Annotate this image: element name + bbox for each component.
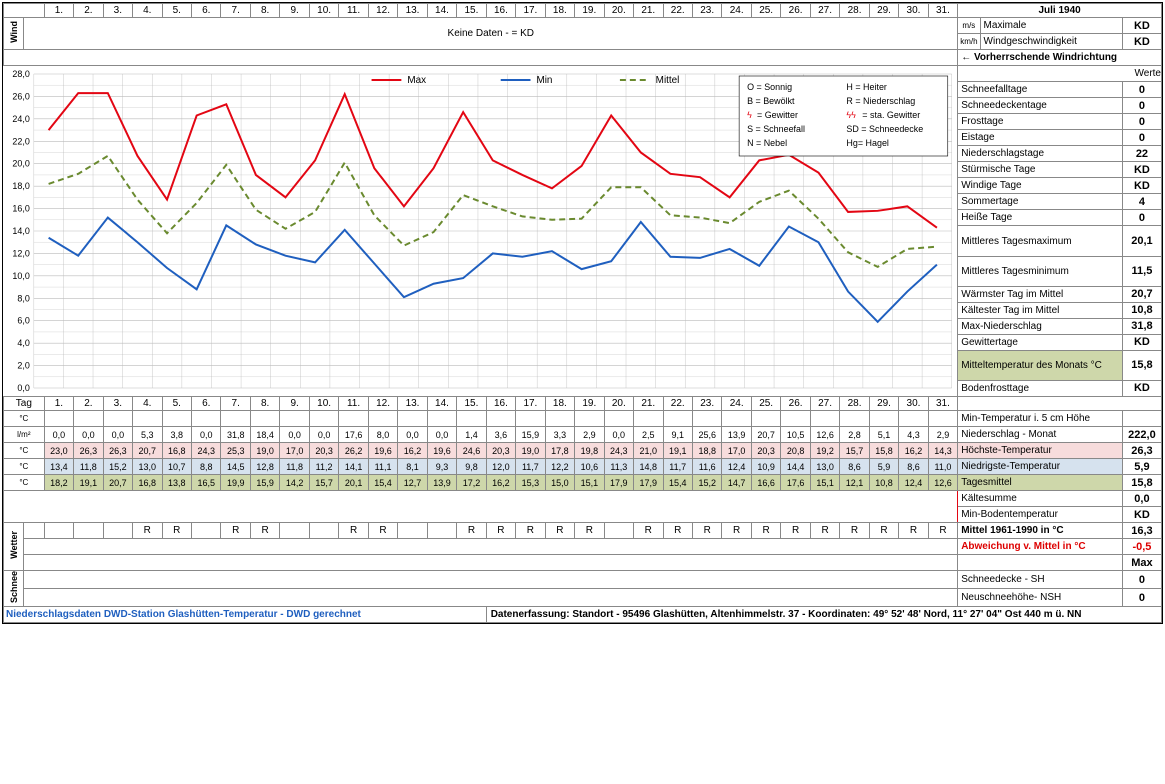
svg-text:SD = Schneedecke: SD = Schneedecke — [846, 124, 923, 134]
svg-text:= sta. Gewitter: = sta. Gewitter — [862, 110, 920, 120]
svg-text:S = Schneefall: S = Schneefall — [747, 124, 805, 134]
side-stat-label: Sommertage — [958, 194, 1123, 210]
wind-val-2: KD — [1122, 34, 1161, 50]
wind-dir-label: ← Vorherrschende Windrichtung — [958, 50, 1162, 66]
side-stat-val: 0 — [1122, 130, 1161, 146]
side-stat-val: 20,1 — [1122, 226, 1161, 256]
side-stat-label: Schneedeckentage — [958, 98, 1123, 114]
side-stat-val: 0 — [1122, 114, 1161, 130]
side-stat-val: 4 — [1122, 194, 1161, 210]
svg-text:8,0: 8,0 — [17, 293, 29, 303]
svg-text:R = Niederschlag: R = Niederschlag — [846, 96, 915, 106]
svg-text:H = Heiter: H = Heiter — [846, 82, 887, 92]
footer-row: Niederschlagsdaten DWD-Station Glashütte… — [4, 607, 1162, 623]
svg-text:Hg= Hagel: Hg= Hagel — [846, 138, 888, 148]
svg-text:Max: Max — [407, 75, 426, 86]
svg-text:2,0: 2,0 — [17, 361, 29, 371]
svg-text:N = Nebel: N = Nebel — [747, 138, 787, 148]
svg-text:24,0: 24,0 — [12, 114, 29, 124]
weather-sheet: 1.2.3.4.5.6.7.8.9.10.11.12.13.14.15.16.1… — [2, 2, 1163, 624]
wetter-r-row: Wetter RRRRRRRRRRRRRRRRRRRRRR Mittel 196… — [4, 523, 1162, 539]
svg-text:26,0: 26,0 — [12, 91, 29, 101]
side-stat-val: 31,8 — [1122, 318, 1161, 334]
wetter-vlabel: Wetter — [9, 531, 19, 559]
side-stat-val: 22 — [1122, 146, 1161, 162]
chart-row: 0,02,04,06,08,010,012,014,016,018,020,02… — [4, 66, 1162, 82]
data-row-niedrig: °C13,411,815,213,010,78,814,512,811,811,… — [4, 459, 1162, 475]
svg-text:14,0: 14,0 — [12, 226, 29, 236]
svg-text:16,0: 16,0 — [12, 204, 29, 214]
side-stat-label: Bodenfrosttage — [958, 380, 1123, 396]
svg-text:Min: Min — [536, 75, 552, 86]
wind-label-1: Maximale — [980, 18, 1122, 34]
svg-text:= Gewitter: = Gewitter — [757, 110, 798, 120]
side-stat-label: Max-Niederschlag — [958, 318, 1123, 334]
side-stat-label: Niederschlagstage — [958, 146, 1123, 162]
svg-text:22,0: 22,0 — [12, 136, 29, 146]
svg-text:28,0: 28,0 — [12, 69, 29, 79]
svg-text:O = Sonnig: O = Sonnig — [747, 82, 792, 92]
side-stat-val: 0 — [1122, 98, 1161, 114]
side-stat-label: Werte — [958, 66, 1162, 82]
tag-label: Tag — [4, 397, 45, 411]
wind-unit-kmh: km/h — [958, 34, 980, 50]
schnee-row-1: Schnee Schneedecke - SH0 — [4, 571, 1162, 589]
svg-text:6,0: 6,0 — [17, 316, 29, 326]
wind-row-1: Wind Keine Daten - = KD m/s Maximale KD — [4, 18, 1162, 34]
side-stat-label: Gewittertage — [958, 334, 1123, 350]
side-stat-label: Stürmische Tage — [958, 162, 1123, 178]
svg-text:12,0: 12,0 — [12, 248, 29, 258]
wind-row-3: ← Vorherrschende Windrichtung — [4, 50, 1162, 66]
month-title: Juli 1940 — [958, 4, 1162, 18]
svg-text:4,0: 4,0 — [17, 338, 29, 348]
side-stat-val: KD — [1122, 334, 1161, 350]
side-stat-label: Mittleres Tagesminimum — [958, 256, 1123, 286]
footer-right: Datenerfassung: Standort - 95496 Glashüt… — [486, 607, 1161, 623]
side-stat-val: KD — [1122, 380, 1161, 396]
svg-text:ϟ: ϟ — [747, 110, 752, 120]
svg-text:ϟϟ: ϟϟ — [846, 110, 856, 120]
main-table: 1.2.3.4.5.6.7.8.9.10.11.12.13.14.15.16.1… — [3, 3, 1162, 623]
wind-val-1: KD — [1122, 18, 1161, 34]
svg-text:Mittel: Mittel — [655, 75, 679, 86]
data-row-tagesmittel: °C18,219,120,716,813,816,519,915,914,215… — [4, 475, 1162, 491]
svg-text:18,0: 18,0 — [12, 181, 29, 191]
data-row-nieder: l/m²0,00,00,05,33,80,031,818,40,00,017,6… — [4, 427, 1162, 443]
side-stat-val: 15,8 — [1122, 350, 1161, 380]
side-stat-val: 11,5 — [1122, 256, 1161, 286]
side-stat-val: 20,7 — [1122, 286, 1161, 302]
side-stat-label: Heiße Tage — [958, 210, 1123, 226]
data-row-hoechste: °C23,026,326,320,716,824,325,319,017,020… — [4, 443, 1162, 459]
footer-left: Niederschlagsdaten DWD-Station Glashütte… — [4, 607, 487, 623]
side-stat-val: 0 — [1122, 82, 1161, 98]
side-stat-label: Mitteltemperatur des Monats °C — [958, 350, 1123, 380]
side-stat-val: KD — [1122, 162, 1161, 178]
side-stat-label: Wärmster Tag im Mittel — [958, 286, 1123, 302]
side-stat-val: 0 — [1122, 210, 1161, 226]
temperature-chart: 0,0 2,0 4,0 6,0 8,0 10,0 12,0 14,0 16,0 18,0 20,0 2… — [4, 66, 958, 396]
side-stat-label: Eistage — [958, 130, 1123, 146]
no-data-label: Keine Daten - = KD — [448, 28, 534, 39]
tag-row: Tag 1.2.3.4.5.6.7.8.9.10.11.12.13.14.15.… — [4, 397, 1162, 411]
svg-text:10,0: 10,0 — [12, 271, 29, 281]
day-header-row: 1.2.3.4.5.6.7.8.9.10.11.12.13.14.15.16.1… — [4, 4, 1162, 18]
side-stat-val: KD — [1122, 178, 1161, 194]
wind-vlabel: Wind — [9, 21, 19, 43]
svg-text:20,0: 20,0 — [12, 159, 29, 169]
svg-text:B = Bewölkt: B = Bewölkt — [747, 96, 795, 106]
side-stat-label: Frosttage — [958, 114, 1123, 130]
wind-label-2: Windgeschwindigkeit — [980, 34, 1122, 50]
schnee-vlabel: Schnee — [9, 571, 19, 603]
side-stat-label: Mittleres Tagesmaximum — [958, 226, 1123, 256]
side-stat-label: Schneefalltage — [958, 82, 1123, 98]
side-stat-val: 10,8 — [1122, 302, 1161, 318]
kaelte-row: Kältesumme0,0 — [4, 491, 1162, 507]
side-stat-label: Windige Tage — [958, 178, 1123, 194]
wind-unit-ms: m/s — [958, 18, 980, 34]
svg-text:0,0: 0,0 — [17, 383, 29, 393]
data-row-min5cm: °CMin-Temperatur i. 5 cm Höhe — [4, 411, 1162, 427]
side-stat-label: Kältester Tag im Mittel — [958, 302, 1123, 318]
